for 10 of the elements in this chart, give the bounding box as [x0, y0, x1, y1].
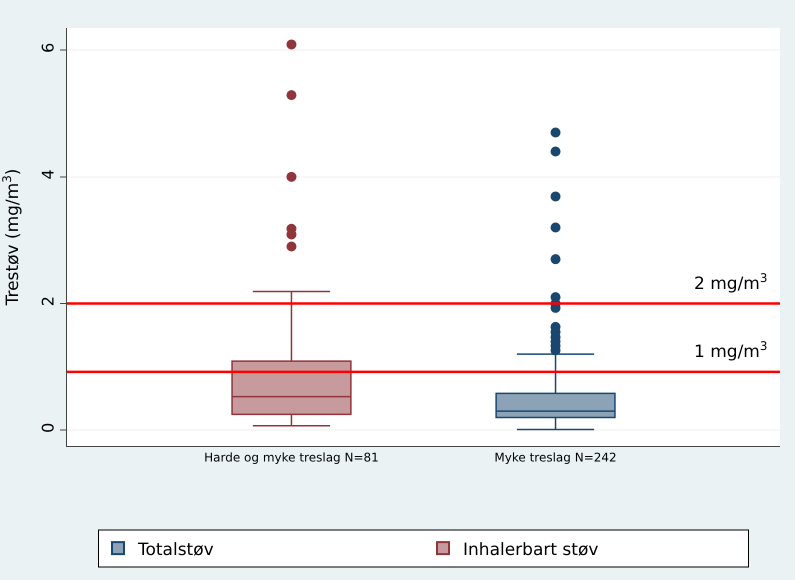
ref-line-label: 1 mg/m$^{3}$ — [694, 339, 768, 362]
legend-label: Inhalerbart støv — [463, 540, 598, 560]
ref-line-label: 2 mg/m$^{3}$ — [694, 271, 768, 294]
x-tick-label: Harde og myke treslag N=81 — [204, 450, 379, 464]
y-tick-label: 4 — [38, 169, 58, 180]
x-tick-label: Myke treslag N=242 — [494, 450, 617, 464]
y-tick-label: 0 — [38, 422, 58, 433]
y-tick-label: 6 — [38, 42, 58, 53]
y-tick-label: 2 — [38, 296, 58, 306]
legend-label: Totalstøv — [137, 540, 214, 560]
